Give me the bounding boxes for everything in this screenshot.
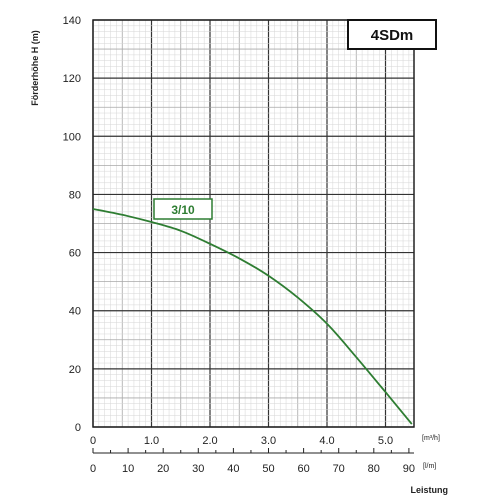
x-tick-label-bottom: 40 xyxy=(227,463,239,475)
x-tick-label-bottom: 10 xyxy=(122,463,134,475)
model-label: 4SDm xyxy=(371,27,414,44)
x-tick-label-bottom: 50 xyxy=(262,463,274,475)
y-tick-label: 40 xyxy=(69,306,81,318)
x-unit-bottom: [l/m] xyxy=(423,463,436,470)
y-tick-label: 0 xyxy=(75,422,81,434)
y-tick-label: 80 xyxy=(69,189,81,201)
x-tick-label-bottom: 70 xyxy=(333,463,345,475)
chart-grid xyxy=(92,19,415,428)
x-tick-label-bottom: 20 xyxy=(157,463,169,475)
model-label-frame xyxy=(347,19,437,50)
x-tick-label-top: 5.0 xyxy=(378,435,393,447)
x-axis-title: Leistung xyxy=(411,485,449,495)
x-tick-label-bottom: 30 xyxy=(192,463,204,475)
model-label-box: 4SDm xyxy=(347,19,437,50)
x-tick-label-bottom: 0 xyxy=(90,463,96,475)
x-tick-label-top: 2.0 xyxy=(202,435,217,447)
series-label: 3/10 xyxy=(171,203,195,217)
curve-layer xyxy=(92,208,413,425)
series-label-box: 3/10 xyxy=(153,198,213,220)
y-tick-label: 140 xyxy=(63,15,81,27)
x-tick-label-top: 4.0 xyxy=(319,435,334,447)
x-tick-label-bottom: 80 xyxy=(368,463,380,475)
x-tick-label-bottom: 90 xyxy=(403,463,415,475)
y-tick-label: 120 xyxy=(63,73,81,85)
x-tick-label-bottom: 60 xyxy=(297,463,309,475)
x-tick-label-top: 1.0 xyxy=(144,435,159,447)
pump-curve-3-10 xyxy=(92,208,413,425)
y-tick-label: 100 xyxy=(63,131,81,143)
series-label-frame xyxy=(153,198,213,220)
tick-labels: 0 20 40 60 80 100 120 140 0 1.0 2.0 3.0 4.0 5.0 0 10 20 3… xyxy=(63,15,415,475)
plot-frame xyxy=(92,19,415,428)
x-tick-label-top: 3.0 xyxy=(261,435,276,447)
x-unit-top: [m³/h] xyxy=(422,435,440,442)
y-tick-label: 20 xyxy=(69,364,81,376)
x-tick-label-top: 0 xyxy=(90,435,96,447)
y-axis-title: Förderhöhe H (m) xyxy=(30,30,40,106)
y-tick-label: 60 xyxy=(69,248,81,260)
